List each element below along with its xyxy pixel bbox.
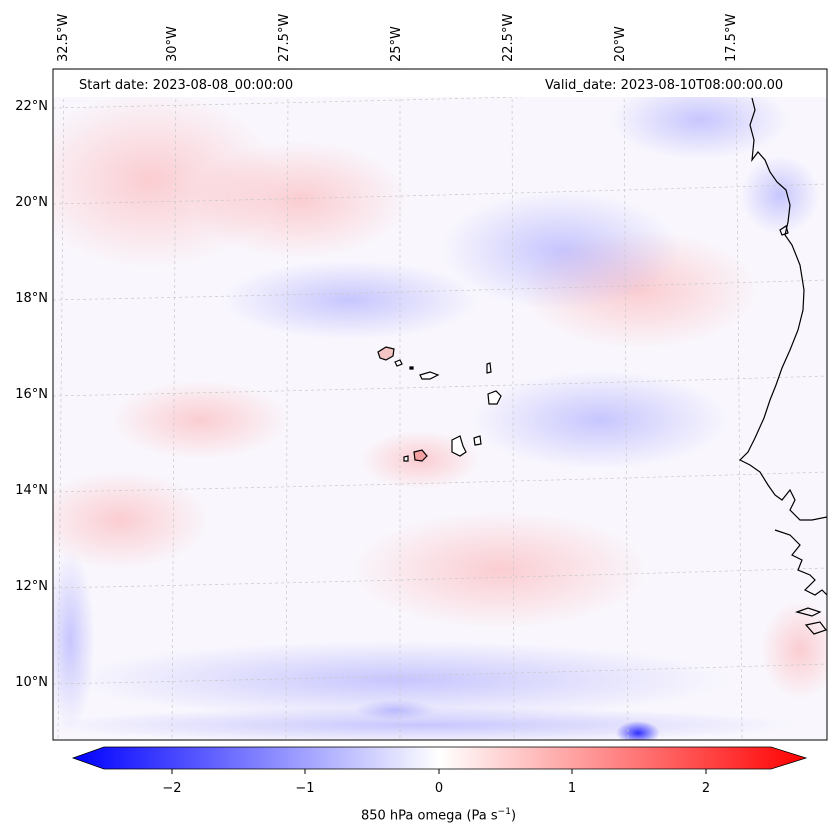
- cb-tick-label: −2: [162, 781, 182, 796]
- lon-label: 32.5°W: [56, 13, 71, 62]
- lat-label: 12°N: [15, 579, 48, 594]
- cb-tick-label: 1: [567, 781, 577, 796]
- island-sal: [486, 362, 492, 374]
- lat-label: 18°N: [15, 291, 48, 306]
- lon-label: 25°W: [389, 26, 404, 62]
- colorbar: [71, 746, 808, 774]
- lat-label: 10°N: [15, 675, 48, 690]
- island-boa-vista: [487, 390, 502, 405]
- africa-coastline: [738, 97, 827, 521]
- island-brava: [403, 455, 409, 462]
- island-sao-vicente: [394, 359, 403, 367]
- lat-label: 14°N: [15, 483, 48, 498]
- cape-verde-islands: [377, 346, 502, 462]
- lon-label: 17.5°W: [724, 13, 739, 62]
- cb-tick-label: 2: [701, 781, 711, 796]
- island-santiago: [451, 435, 467, 457]
- lat-label: 22°N: [15, 99, 48, 114]
- map-frame: [52, 68, 828, 741]
- lon-label: 20°W: [613, 26, 628, 62]
- lon-label: 27.5°W: [277, 13, 292, 62]
- island-sao-nicolau: [419, 371, 440, 380]
- graticule: [53, 69, 827, 740]
- island-fogo: [413, 449, 428, 462]
- omega-field: [53, 69, 827, 740]
- cb-tick-label: 0: [434, 781, 444, 796]
- lon-label: 30°W: [165, 26, 180, 62]
- lat-label: 20°N: [15, 195, 48, 210]
- lon-label: 22.5°W: [501, 13, 516, 62]
- coastlines: [738, 97, 827, 635]
- title-band: [53, 70, 827, 97]
- colorbar-label: 850 hPa omega (Pa s−1): [360, 807, 517, 824]
- island-santo-antao: [377, 346, 395, 361]
- africa-coastline-south: [774, 529, 827, 596]
- island-maio: [473, 435, 482, 446]
- start-date-label: Start date: 2023-08-08_00:00:00: [79, 78, 294, 93]
- valid-date-label: Valid_date: 2023-08-10T08:00:00.00: [545, 78, 784, 93]
- lat-label: 16°N: [15, 387, 48, 402]
- cb-tick-label: −1: [295, 781, 315, 796]
